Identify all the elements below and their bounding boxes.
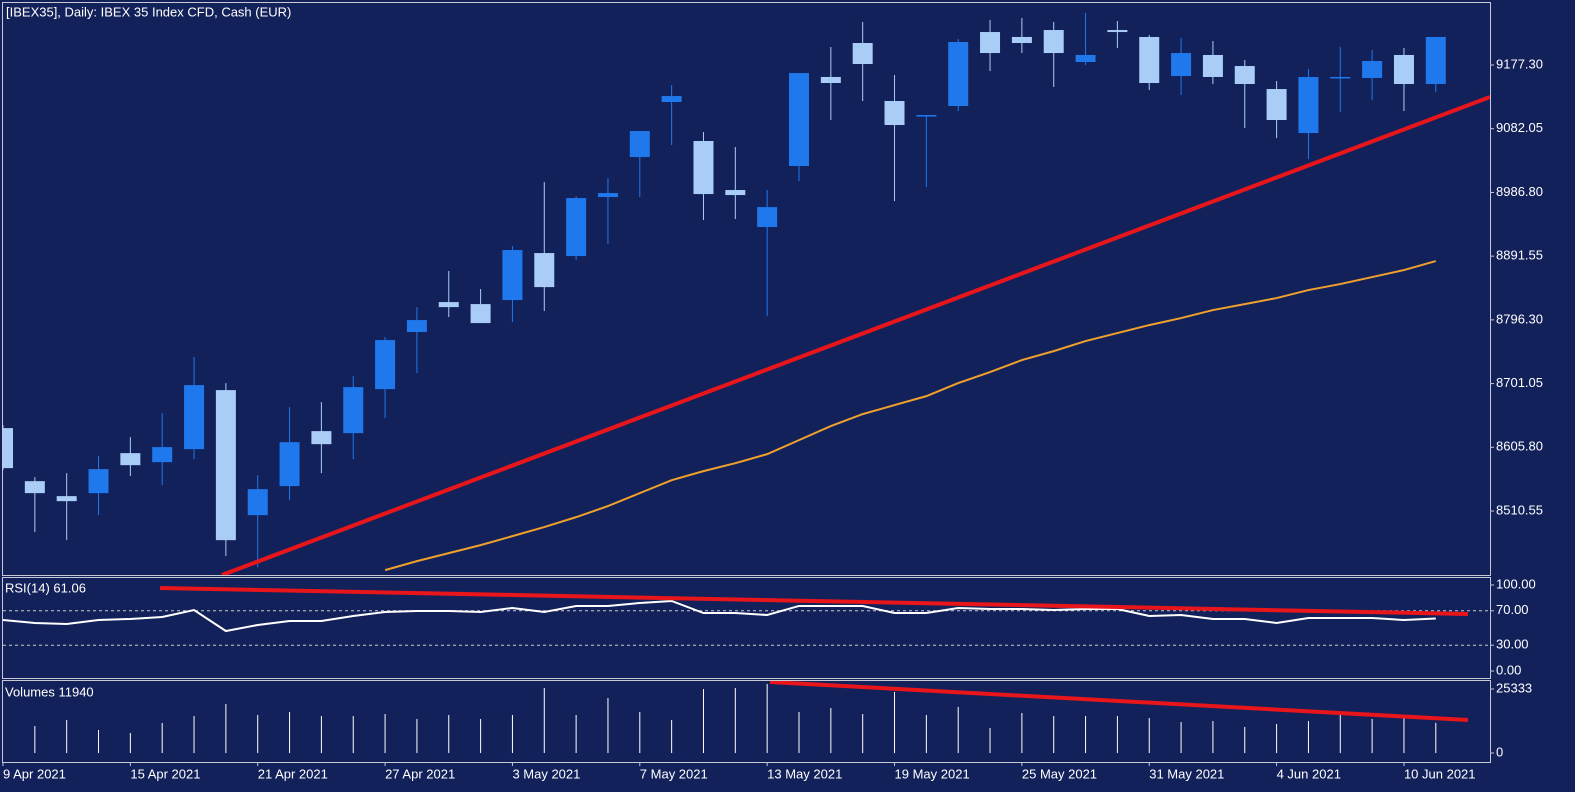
trend-line <box>221 95 1490 575</box>
y-tick-label: 8510.55 <box>1496 502 1543 517</box>
candle-body <box>1011 36 1032 44</box>
candle-body <box>88 469 109 494</box>
chart-title: [IBEX35], Daily: IBEX 35 Index CFD, Cash… <box>6 4 291 19</box>
y-tick-label: 8701.05 <box>1496 375 1543 390</box>
candle-body <box>24 481 45 494</box>
rsi-panel <box>3 599 1490 646</box>
candle-body <box>1139 36 1160 84</box>
x-tick-label: 27 Apr 2021 <box>385 766 455 781</box>
x-tick-label: 31 May 2021 <box>1149 766 1224 781</box>
candle-body <box>757 207 778 228</box>
volume-trend-line <box>769 681 1469 722</box>
x-tick-label: 21 Apr 2021 <box>258 766 328 781</box>
candle-body <box>215 390 236 541</box>
candle-body <box>661 96 682 103</box>
candle-body <box>3 428 13 469</box>
y-tick-label: 25333 <box>1496 680 1532 695</box>
candle-body <box>502 250 523 301</box>
x-tick-label: 25 May 2021 <box>1022 766 1097 781</box>
candle-body <box>1330 76 1351 79</box>
candle-body <box>693 140 714 195</box>
x-tick-label: 3 May 2021 <box>512 766 580 781</box>
x-tick-label: 4 Jun 2021 <box>1277 766 1341 781</box>
candle-body <box>311 431 332 445</box>
candle-body <box>279 442 300 487</box>
rsi-title: RSI(14) 61.06 <box>5 580 86 595</box>
candle-body <box>1043 30 1064 54</box>
y-tick-label: 0 <box>1496 744 1503 759</box>
x-tick-label: 19 May 2021 <box>895 766 970 781</box>
candle-body <box>152 447 173 463</box>
candle-body <box>1107 30 1128 33</box>
candle-body <box>343 387 364 434</box>
y-tick-label: 8796.30 <box>1496 311 1543 326</box>
candle-body <box>1171 53 1192 77</box>
volume-panel <box>34 684 1437 754</box>
candle-body <box>820 76 841 84</box>
candle-body <box>247 489 268 516</box>
y-tick-label: 9177.30 <box>1496 56 1543 71</box>
rsi-line <box>3 599 1436 633</box>
candle-body <box>1266 89 1287 120</box>
x-tick-label: 15 Apr 2021 <box>130 766 200 781</box>
candle-body <box>725 190 746 196</box>
y-tick-label: 8605.80 <box>1496 439 1543 454</box>
candle-body <box>534 253 555 288</box>
candle-body <box>948 41 969 107</box>
candle-body <box>852 43 873 65</box>
price-panel <box>3 12 1446 572</box>
candle-body <box>184 385 205 450</box>
y-tick-label: 70.00 <box>1496 602 1529 617</box>
candle-body <box>1298 76 1319 134</box>
candle-body <box>120 453 141 466</box>
candle-body <box>1362 60 1383 78</box>
y-tick-label: 9082.05 <box>1496 120 1543 135</box>
volume-title: Volumes 11940 <box>5 684 94 699</box>
candle-body <box>597 193 618 198</box>
candle-body <box>1234 66 1255 85</box>
y-tick-label: 8891.55 <box>1496 248 1543 263</box>
y-tick-label: 0.00 <box>1496 662 1521 677</box>
candle-body <box>406 320 427 333</box>
x-tick-label: 10 Jun 2021 <box>1404 766 1476 781</box>
candle-body <box>789 73 809 167</box>
x-tick-label: 9 Apr 2021 <box>3 766 66 781</box>
candle-body <box>1393 54 1414 85</box>
rsi-trend-line <box>159 586 1469 616</box>
candle-body <box>629 131 650 158</box>
moving-average-line <box>384 260 1437 572</box>
candle-body <box>1075 54 1096 62</box>
panel-frame <box>2 2 1491 576</box>
y-tick-label: 30.00 <box>1496 637 1529 652</box>
candle-body <box>56 496 77 502</box>
panel-frame <box>2 680 1491 763</box>
candle-body <box>884 100 905 126</box>
candle-body <box>470 304 491 324</box>
y-tick-label: 8986.80 <box>1496 184 1543 199</box>
y-tick-label: 100.00 <box>1496 576 1536 591</box>
candle-body <box>438 302 459 308</box>
candle-body <box>916 115 937 117</box>
candle-body <box>1425 36 1446 85</box>
x-tick-label: 7 May 2021 <box>640 766 708 781</box>
candle-body <box>375 340 396 390</box>
candle-body <box>980 32 1001 54</box>
candle-body <box>566 198 587 257</box>
candle-body <box>1202 54 1223 77</box>
x-tick-label: 13 May 2021 <box>767 766 842 781</box>
panel-frame <box>2 577 1491 679</box>
